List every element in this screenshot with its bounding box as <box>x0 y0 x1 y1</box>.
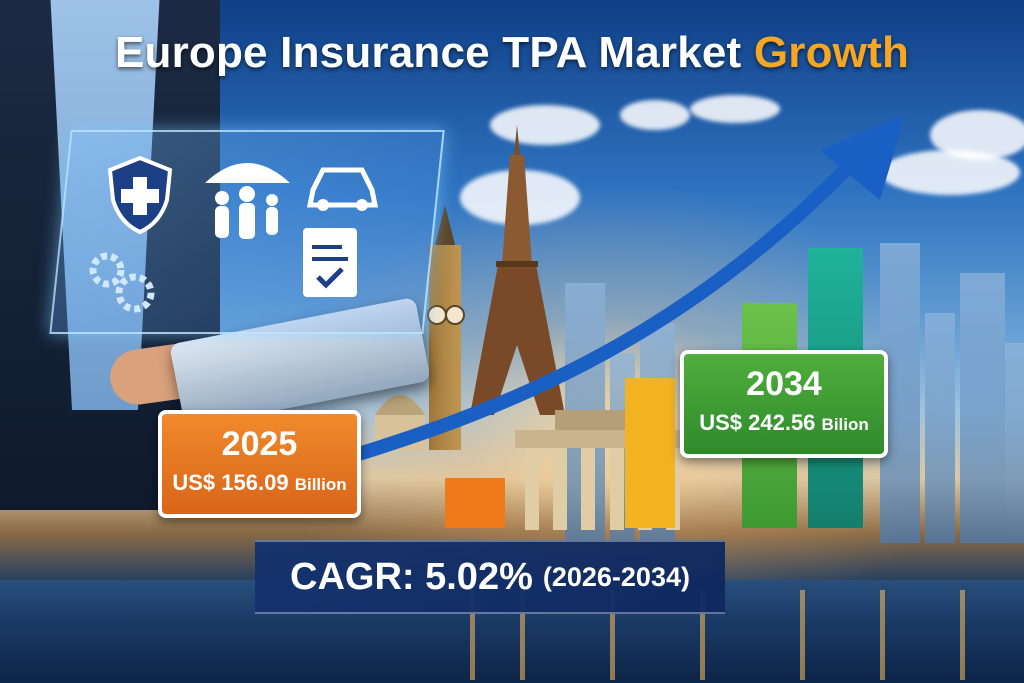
cagr-range: (2026-2034) <box>542 561 690 592</box>
document-check-icon <box>303 228 357 297</box>
cagr-banner: CAGR: 5.02% (2026-2034) <box>255 540 725 614</box>
end-unit: Bilion <box>821 415 869 434</box>
end-value-box: 2034 US$ 242.56 Bilion <box>680 350 888 458</box>
start-year: 2025 <box>221 425 298 463</box>
title-accent: Growth <box>753 28 910 77</box>
gears-icon <box>89 252 155 313</box>
title-main: Europe Insurance TPA Market <box>114 28 742 77</box>
start-unit: Billion <box>294 475 347 494</box>
family-umbrella-icon <box>205 163 290 239</box>
start-value-box: 2025 US$ 156.09 Billion <box>158 410 361 518</box>
cagr-label: CAGR: 5.02% <box>290 555 533 598</box>
page-title: Europe Insurance TPA Market Growth <box>0 28 1024 78</box>
bar-orange <box>445 478 505 528</box>
start-value: US$ 156.09 <box>172 470 289 495</box>
bar-yellow <box>625 378 675 528</box>
shield-cross-icon <box>107 155 173 235</box>
end-year: 2034 <box>746 365 822 403</box>
car-icon <box>306 167 379 211</box>
end-value: US$ 242.56 <box>699 410 816 435</box>
